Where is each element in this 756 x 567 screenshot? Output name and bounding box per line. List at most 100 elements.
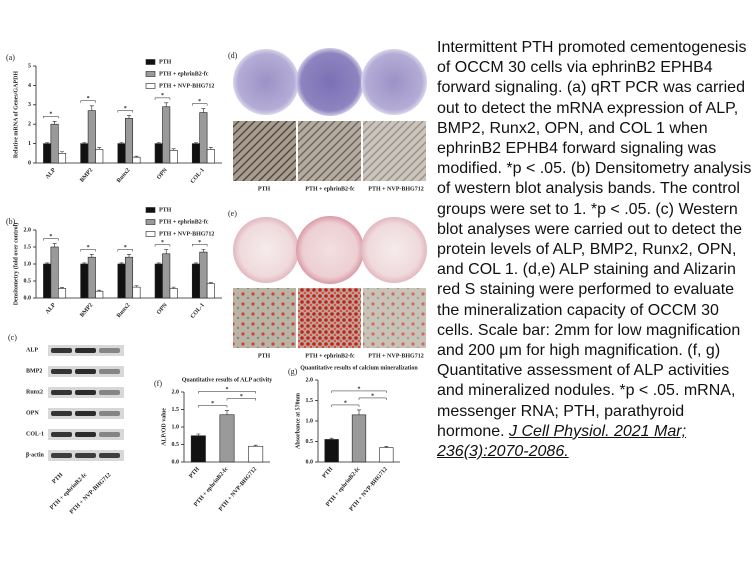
significance-mark: * [344,400,347,406]
micro-photo [298,288,361,348]
error-bar [134,155,139,158]
legend-swatch [145,207,156,213]
y-tick-label: 1.0 [306,418,314,424]
blot-band [99,390,120,395]
protein-label: Runx2 [26,389,43,395]
error-bar [357,409,361,415]
bar [124,256,134,299]
bar [50,246,59,299]
significance-mark: * [358,386,361,392]
error-bar [52,243,57,247]
error-bar [225,410,229,415]
significance-mark: * [49,112,52,118]
panel-label: (b) [6,217,16,226]
y-tick-label: 4 [28,83,31,89]
y-tick-label: 1 [28,141,31,147]
error-bar [89,105,94,111]
lane-label: PTH [51,472,64,485]
error-bar [196,433,201,436]
blot-band [51,432,72,437]
y-tick-label: 0.0 [306,459,314,465]
bar [169,288,178,299]
error-bar [193,262,198,264]
micro-photo [298,121,361,181]
significance-bracket [117,249,133,252]
error-bar [127,115,131,119]
blot-band [99,411,120,416]
protein-label: BMP2 [26,368,42,374]
panel-label: (d) [228,51,238,60]
significance-mark: * [198,99,201,105]
legend-swatch [145,59,156,65]
error-bar [156,142,161,144]
western-blot [48,345,124,461]
significance-bracket [154,244,171,247]
bar [219,414,235,463]
y-tick-label: 0.5 [24,278,32,284]
bar [324,439,339,463]
blot-band [99,348,120,353]
protein-label: ALP [26,347,38,353]
y-tick-label: 2.0 [172,389,180,395]
dish-photo [361,49,427,115]
significance-mark: * [240,394,243,400]
error-bar [119,262,124,264]
bar [191,263,200,299]
bar [191,143,200,164]
legend-swatch [145,231,156,237]
significance-bracket [198,391,256,394]
significance-mark: * [161,240,164,246]
x-tick-label: ALP [45,302,58,315]
micro-photo [363,121,426,181]
blot-band [75,453,96,458]
blot-band [99,432,120,437]
x-tick-label: Runx2 [116,167,132,184]
significance-bracket [226,398,256,401]
y-tick-label: 0.0 [172,459,180,465]
significance-bracket [154,97,171,100]
significance-mark: * [371,393,374,399]
error-bar [60,287,65,289]
error-bar [82,142,87,144]
chart-title: Quantitative results of calcium minerali… [300,365,418,371]
y-tick-label: 0.0 [24,295,32,301]
significance-bracket [80,249,96,252]
error-bar [89,254,94,258]
legend-label: PTH + NVP-BHG712 [159,231,214,237]
blot-band [75,369,96,374]
bar [154,143,163,164]
error-bar [97,147,102,150]
panel-label: (g) [288,367,298,376]
y-axis-label: Absorbance at 570nm [295,393,301,449]
bar [95,290,104,299]
y-tick-label: 0.5 [306,439,314,445]
error-bar [52,120,57,125]
caption-text: Intermittent PTH promoted cementogenesis… [437,39,752,440]
bar [124,118,134,164]
error-bar [97,289,102,292]
panel-label: (a) [6,53,15,62]
protein-label: OPN [26,410,39,416]
micro-photo [233,121,296,181]
y-tick-label: 1.5 [24,244,32,250]
bar [117,263,126,299]
error-bar [253,444,258,447]
significance-bracket [43,238,59,241]
error-bar [119,142,124,144]
dish-photo [233,49,299,115]
error-bar [384,446,389,448]
protein-label: COL-1 [26,431,44,437]
bar [80,143,89,164]
x-tick-label: COL-1 [190,302,206,320]
significance-bracket [358,397,387,400]
y-tick-label: 2.0 [306,377,314,383]
blot-band [75,411,96,416]
error-bar [201,249,206,253]
error-bar [329,437,334,440]
significance-bracket [331,390,387,393]
significance-bracket [198,405,228,408]
citation-link[interactable]: J Cell Physiol. 2021 Mar; 236(3):2070-20… [437,422,687,461]
x-tick-label: BMP2 [79,302,94,318]
significance-mark: * [124,245,127,251]
significance-bracket [43,116,59,119]
